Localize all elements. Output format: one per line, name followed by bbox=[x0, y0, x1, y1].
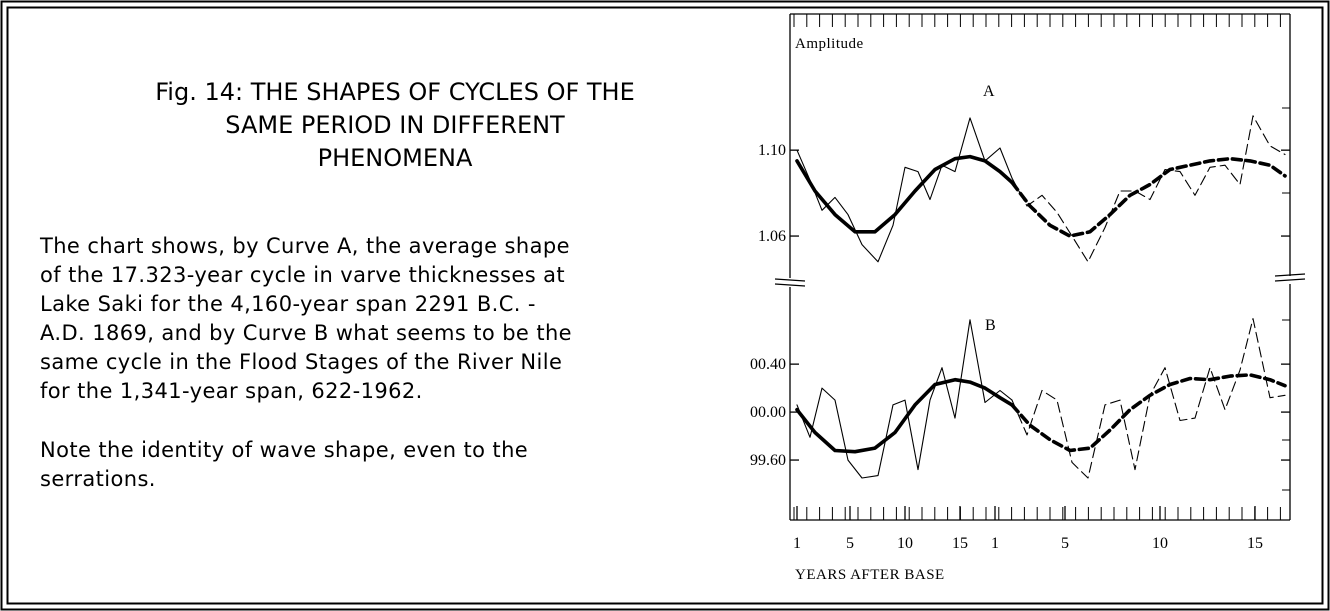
smooth-curve bbox=[795, 154, 1014, 234]
axis-line bbox=[1274, 278, 1306, 282]
smooth-curve bbox=[1010, 373, 1287, 453]
axis-line bbox=[774, 278, 806, 282]
curve-label: A bbox=[983, 83, 995, 100]
title-line: PHENOMENA bbox=[318, 144, 473, 172]
y-tick-label: 00.40 bbox=[750, 356, 786, 373]
y-tick-label: 00.00 bbox=[750, 404, 786, 421]
title-line: SAME PERIOD IN DIFFERENT bbox=[225, 111, 565, 139]
paragraph-line: same cycle in the Flood Stages of the Ri… bbox=[40, 350, 562, 374]
y-axis-label: Amplitude bbox=[795, 36, 864, 52]
x-tick-label: 1 bbox=[793, 535, 801, 552]
x-tick-label: 10 bbox=[1152, 535, 1168, 552]
title-line: Fig. 14: THE SHAPES OF CYCLES OF THE bbox=[155, 78, 635, 106]
x-tick-label: 15 bbox=[952, 535, 968, 552]
inner-border bbox=[6, 6, 1324, 605]
curve-label: B bbox=[985, 317, 996, 334]
y-tick-label: 1.10 bbox=[758, 142, 786, 159]
paragraph-line: serrations. bbox=[40, 467, 156, 491]
x-tick-label: 10 bbox=[897, 535, 913, 552]
paragraph-line: The chart shows, by Curve A, the average… bbox=[39, 234, 570, 258]
paragraph-line: A.D. 1869, and by Curve B what seems to … bbox=[40, 321, 572, 345]
axis-line bbox=[774, 283, 806, 287]
paragraph-line: Lake Saki for the 4,160-year span 2291 B… bbox=[40, 292, 536, 316]
x-tick-label: 5 bbox=[1061, 535, 1069, 552]
serrated-curve bbox=[1011, 115, 1286, 263]
paragraph-line: Note the identity of wave shape, even to… bbox=[40, 438, 528, 462]
x-tick-label: 15 bbox=[1247, 535, 1263, 552]
serrated-curve bbox=[796, 319, 1013, 479]
chart-frame bbox=[774, 13, 1306, 521]
x-tick-label: 5 bbox=[846, 535, 854, 552]
y-tick-label: 99.60 bbox=[750, 452, 786, 469]
y-tick-label: 1.06 bbox=[758, 228, 786, 245]
x-axis-label: YEARS AFTER BASE bbox=[795, 567, 945, 583]
axis-line bbox=[1274, 273, 1306, 277]
smooth-curve bbox=[1010, 156, 1287, 238]
serrated-curve bbox=[796, 117, 1013, 263]
paragraph-line: for the 1,341-year span, 622-1962. bbox=[40, 379, 423, 403]
x-tick-label: 1 bbox=[991, 535, 999, 552]
paragraph-line: of the 17.323-year cycle in varve thickn… bbox=[40, 263, 565, 287]
smooth-curve bbox=[795, 377, 1014, 454]
